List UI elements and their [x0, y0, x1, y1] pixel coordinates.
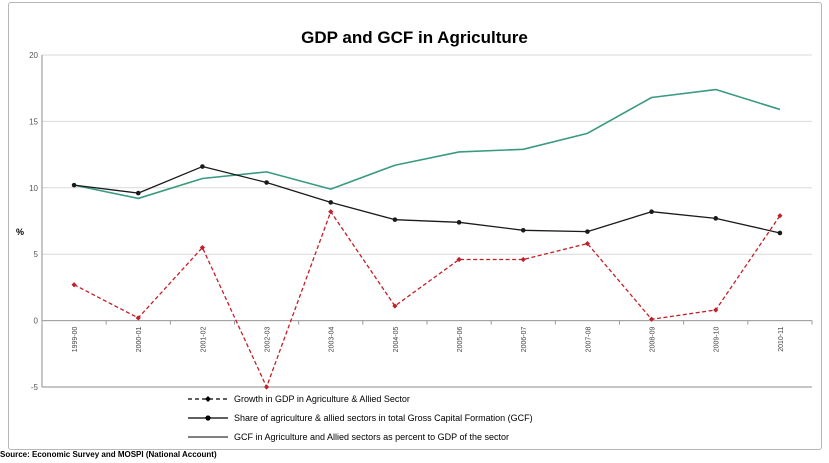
source-note: Source: Economic Survey and MOSPI (Natio…	[0, 450, 217, 459]
x-tick-label: 2002-03	[265, 327, 272, 353]
x-tick-label: 2001-02	[200, 327, 207, 353]
legend-label: GCF in Agriculture and Allied sectors as…	[234, 431, 509, 442]
legend-swatch-solid-line-icon	[188, 436, 228, 437]
y-tick-label: 20	[29, 51, 38, 60]
data-point-gdp-growth	[135, 315, 141, 321]
data-point-gcf-share	[200, 164, 205, 169]
data-point-gdp-growth	[263, 384, 270, 390]
legend-swatch-solid-dot-icon	[188, 414, 228, 421]
data-point-gcf-share	[328, 200, 334, 205]
data-point-gcf-share	[264, 180, 269, 185]
legend: Growth in GDP in Agriculture & Allied Se…	[186, 389, 746, 446]
data-point-gcf-share	[585, 229, 590, 234]
x-tick-label: 2000-01	[136, 327, 143, 353]
data-point-gcf-share	[135, 190, 141, 196]
x-tick-label: 2006-07	[521, 327, 528, 353]
x-tick-label: 2008-09	[650, 327, 657, 353]
data-point-gcf-share	[71, 182, 77, 188]
data-point-gdp-growth	[392, 303, 398, 309]
legend-item-gcf-share: Share of agriculture & allied sectors in…	[186, 408, 746, 427]
data-point-gdp-growth	[456, 256, 462, 263]
data-point-gcf-share	[777, 230, 783, 236]
gridlines	[42, 54, 812, 322]
chart-frame	[8, 2, 822, 450]
data-point-gdp-growth	[713, 307, 719, 313]
legend-item-gdp-growth: Growth in GDP in Agriculture & Allied Se…	[186, 389, 746, 408]
data-point-gdp-growth	[648, 316, 655, 322]
series-lines	[71, 88, 783, 390]
y-tick-label: 15	[29, 117, 38, 126]
data-point-gcf-share	[520, 227, 526, 233]
data-point-gcf-share	[456, 220, 462, 225]
axes	[41, 55, 813, 388]
data-point-gdp-growth	[71, 282, 77, 288]
tick-labels: -5 0 5 10 15 20 1999-00 2000-01 2001-02 2002-03 20…	[29, 51, 785, 392]
x-tick-label: 1999-00	[72, 327, 79, 353]
data-point-gcf-share	[713, 216, 719, 221]
y-tick-label: 5	[34, 250, 39, 259]
y-axis-label: %	[16, 227, 25, 237]
data-point-gdp-growth	[520, 256, 526, 263]
y-tick-label: 0	[34, 317, 39, 326]
data-point-gdp-growth	[199, 244, 206, 251]
x-tick-label: 2007-08	[585, 327, 592, 353]
data-point-gdp-growth	[328, 209, 334, 215]
x-tick-label: 2010-11	[778, 326, 785, 351]
x-tick-label: 2004-05	[393, 327, 400, 353]
data-point-gdp-growth	[584, 240, 591, 247]
data-point-gdp-growth	[777, 213, 783, 219]
x-tick-label: 2003-04	[329, 327, 336, 353]
series-line-2	[73, 88, 781, 200]
series-line-0	[73, 211, 781, 388]
y-tick-label: -5	[31, 383, 39, 392]
series-line-1	[74, 165, 781, 234]
legend-label: Share of agriculture & allied sectors in…	[234, 412, 533, 423]
x-tick-label: 2005-06	[457, 327, 464, 353]
legend-label: Growth in GDP in Agriculture & Allied Se…	[234, 393, 410, 404]
legend-swatch-dashed-diamond-icon	[188, 395, 228, 402]
y-tick-label: 10	[29, 184, 38, 193]
data-point-gcf-share	[649, 209, 654, 215]
chart-title: GDP and GCF in Agriculture	[301, 28, 528, 47]
x-tick-label: 2009-10	[714, 327, 721, 353]
data-point-gcf-share	[392, 217, 398, 222]
legend-item-gcf-percent: GCF in Agriculture and Allied sectors as…	[186, 427, 746, 446]
